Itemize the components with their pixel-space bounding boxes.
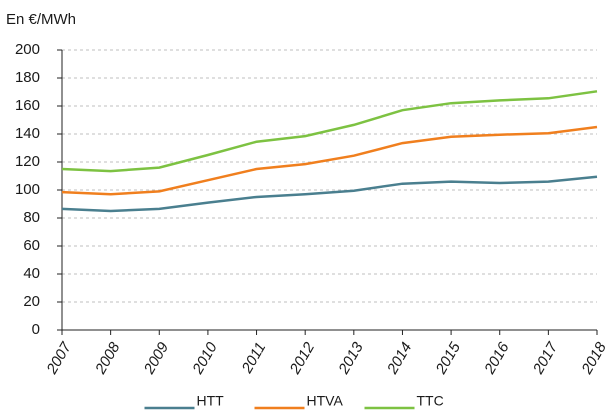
x-tick-label: 2014 [383,339,415,377]
y-tick-label: 0 [32,321,40,338]
x-tick-label: 2018 [578,339,608,378]
legend-label: HTT [197,393,225,409]
x-tick-label: 2008 [92,339,124,378]
y-tick-label: 200 [15,41,40,58]
y-axis-label: En €/MWh [6,11,76,28]
x-tick-label: 2007 [43,339,75,378]
x-tick-label: 2010 [189,339,221,378]
x-tick-label: 2013 [335,339,367,378]
x-tick-label: 2015 [432,339,464,378]
y-tick-label: 100 [15,181,40,198]
line [61,90,598,173]
y-tick-label: 120 [15,153,40,170]
x-tick-label: 2016 [481,339,513,378]
y-tick-label: 180 [15,69,40,86]
y-tick-label: 60 [23,237,40,254]
legend-label: HTVA [307,393,344,409]
x-tick-label: 2017 [529,339,561,378]
x-tick-label: 2011 [238,339,269,376]
y-tick-label: 40 [23,265,40,282]
line [61,125,598,196]
line [61,175,598,213]
y-tick-label: 140 [15,125,40,142]
y-tick-label: 80 [23,209,40,226]
x-tick-label: 2012 [286,339,318,378]
y-tick-label: 20 [23,293,40,310]
legend-label: TTC [417,393,444,409]
x-tick-label: 2009 [140,339,172,378]
y-tick-label: 160 [15,97,40,114]
